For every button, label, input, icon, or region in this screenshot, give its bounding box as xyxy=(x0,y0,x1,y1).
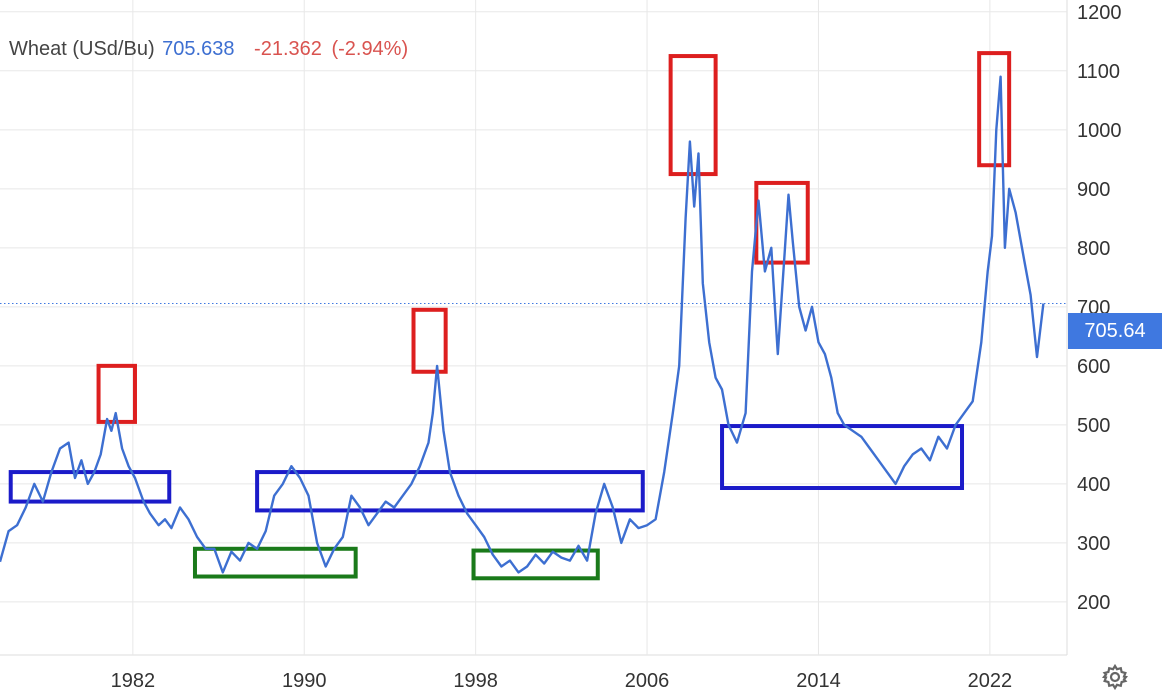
x-tick-label: 1998 xyxy=(453,670,498,692)
y-tick-label: 600 xyxy=(1077,356,1110,378)
x-tick-label: 2006 xyxy=(625,670,670,692)
annotation-box xyxy=(720,424,965,491)
annotation-box xyxy=(411,307,448,374)
y-tick-label: 800 xyxy=(1077,238,1110,260)
y-tick-label: 300 xyxy=(1077,533,1110,555)
x-tick-label: 2014 xyxy=(796,670,841,692)
y-tick-label: 1200 xyxy=(1077,2,1122,24)
y-tick-label: 500 xyxy=(1077,415,1110,437)
annotation-box xyxy=(977,51,1012,168)
x-tick-label: 1990 xyxy=(282,670,327,692)
annotation-box xyxy=(471,548,600,581)
price-line xyxy=(0,75,1045,574)
chart-legend: Wheat (USd/Bu) 705.638 -21.362 (-2.94%) xyxy=(9,38,408,61)
y-tick-label: 900 xyxy=(1077,179,1110,201)
x-tick-label: 2022 xyxy=(968,670,1013,692)
annotation-box xyxy=(8,470,172,504)
y-tick-label: 400 xyxy=(1077,474,1110,496)
y-tick-label: 1000 xyxy=(1077,120,1122,142)
legend-last-value: 705.638 xyxy=(162,38,235,60)
legend-change: -21.362 xyxy=(254,38,322,60)
legend-title: Wheat (USd/Bu) xyxy=(9,38,155,60)
gear-icon[interactable] xyxy=(1101,663,1129,691)
x-tick-label: 1982 xyxy=(111,670,156,692)
y-tick-label: 1100 xyxy=(1077,61,1120,83)
annotation-box xyxy=(668,54,718,177)
current-price-tag: 705.64 xyxy=(1068,313,1162,349)
y-tick-label: 200 xyxy=(1077,592,1110,614)
annotation-box xyxy=(192,546,358,579)
annotation-boxes xyxy=(8,51,1012,581)
grid-lines xyxy=(0,0,1068,656)
legend-change-percent: (-2.94%) xyxy=(331,38,409,60)
x-axis-ticks: 1982 1990 1998 2006 2014 2022 xyxy=(111,670,1013,692)
annotation-box xyxy=(255,470,645,513)
